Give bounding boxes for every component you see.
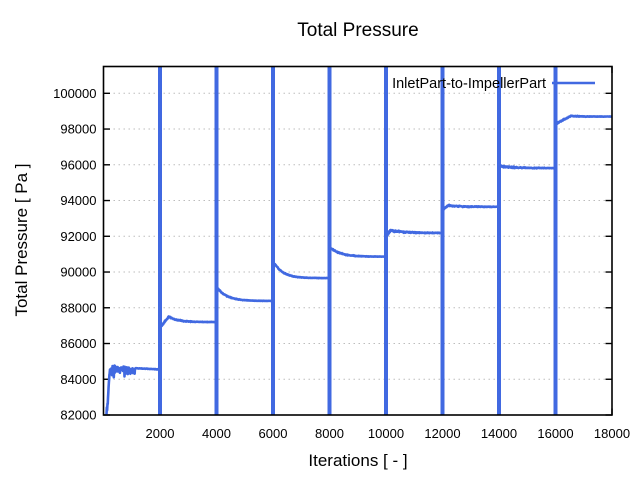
gridlines: [103, 92, 612, 416]
x-tick-label: 8000: [315, 426, 344, 441]
y-tick-label: 100000: [53, 86, 96, 101]
x-tick-label: 18000: [594, 426, 630, 441]
y-tick-label: 96000: [60, 157, 96, 172]
legend-label: InletPart-to-ImpellerPart: [392, 76, 546, 92]
x-tick-label: 4000: [202, 426, 231, 441]
x-tick-label: 12000: [424, 426, 460, 441]
y-tick-label: 98000: [60, 122, 96, 137]
y-axis-label: Total Pressure [ Pa ]: [12, 163, 31, 316]
plot-border: [102, 65, 613, 416]
y-tick-label: 90000: [60, 265, 96, 280]
chart-title: Total Pressure: [297, 20, 418, 41]
y-tick-label: 84000: [60, 372, 96, 387]
data-series-layer: [105, 66, 612, 415]
x-tick-label: 6000: [259, 426, 288, 441]
y-tick-label: 94000: [60, 193, 96, 208]
data-line-inletpart-to-impellerpart: [105, 66, 612, 415]
x-tick-label: 2000: [146, 426, 175, 441]
x-axis-label: Iterations [ - ]: [308, 451, 407, 470]
y-tick-label: 92000: [60, 229, 96, 244]
x-tick-labels: 2000 4000 6000 8000 10000 12000 14000 16000 1800…: [146, 426, 631, 441]
y-tick-label: 88000: [60, 300, 96, 315]
y-tick-label: 86000: [60, 336, 96, 351]
x-tick-label: 14000: [481, 426, 517, 441]
x-tick-label: 16000: [537, 426, 573, 441]
y-tick-labels: 82000 84000 86000 88000 90000 92000 94000 96000…: [53, 86, 96, 423]
y-tick-label: 82000: [60, 408, 96, 423]
x-tick-label: 10000: [368, 426, 404, 441]
axis-ticks: [103, 66, 613, 416]
